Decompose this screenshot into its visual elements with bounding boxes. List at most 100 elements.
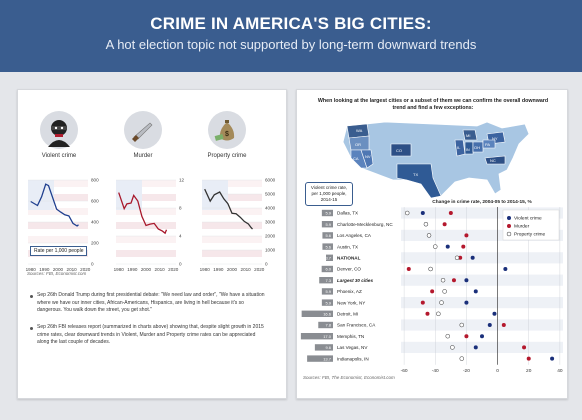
data-point-murder — [451, 278, 456, 283]
bullet-2: Sep 26th FBI releases report (summarized… — [37, 324, 267, 347]
legend-marker — [506, 231, 512, 237]
rate-bar — [326, 254, 333, 261]
knife-icon — [124, 111, 162, 149]
data-point-violent-crime — [473, 345, 478, 350]
state-label-in: IN — [466, 148, 470, 152]
legend-label: Property crime — [514, 232, 546, 238]
data-point-murder — [464, 233, 469, 238]
y-tick-label: 4000 — [265, 206, 276, 211]
x-tick-label: 1980 — [200, 267, 211, 272]
murder-label: Murder — [133, 153, 153, 159]
y-tick-label: 0 — [265, 262, 268, 267]
rate-value: 5.9 — [325, 300, 331, 305]
category-label: Los Angeles, CA — [337, 233, 372, 238]
y-tick-label: 8 — [179, 206, 182, 211]
x-tick-label: 1990 — [39, 267, 50, 272]
legend-marker — [507, 224, 511, 228]
category-label: Detroit, MI — [337, 312, 358, 317]
rate-note: Rate per 1,000 people — [30, 246, 88, 256]
flag-stripe — [28, 180, 88, 187]
state-label-wa: WA — [356, 128, 363, 133]
property-crime-label: Property crime — [207, 153, 247, 159]
rate-value: 17.0 — [323, 334, 332, 339]
data-point-violent-crime — [470, 255, 475, 260]
rate-value: 5.6 — [325, 244, 331, 249]
data-point-violent-crime — [487, 323, 492, 327]
category-label: Indianapolis, IN — [337, 356, 369, 361]
x-tick-label: 0 — [496, 368, 499, 374]
category-label: Las Vegas, NV — [337, 345, 368, 350]
row-band — [401, 274, 563, 286]
rate-value: 7.3 — [325, 278, 331, 283]
series-line — [118, 192, 168, 235]
data-point-property-crime — [445, 333, 450, 339]
right-source: Sources: FBI, The Economist, Economist.c… — [303, 375, 395, 380]
rate-bar — [319, 277, 333, 284]
row-band — [401, 229, 563, 241]
y-tick-label: 600 — [91, 199, 99, 204]
data-point-murder — [526, 356, 531, 361]
category-label: New York, NY — [337, 300, 365, 305]
murder-chart: 0 4 8 12 1980 1990 2000 2010 2020 — [114, 178, 185, 272]
x-tick-label: 2020 — [80, 267, 91, 272]
data-point-murder — [458, 255, 463, 260]
data-point-violent-crime — [550, 356, 555, 361]
rate-value: 3.7 — [325, 256, 331, 261]
category-label: Largest 30 cities — [337, 278, 373, 283]
flag-stripe — [116, 180, 176, 187]
x-tick-label: 2000 — [141, 267, 152, 272]
row-band — [401, 319, 563, 331]
flag-stripe — [202, 208, 262, 215]
flag-stripe — [116, 250, 176, 257]
rate-bar — [321, 265, 333, 273]
x-tick-label: 20 — [526, 368, 532, 374]
y-tick-label: 800 — [91, 178, 99, 183]
bullet-1-text: Donald Trump during first presidential d… — [37, 292, 265, 313]
data-point-violent-crime — [492, 311, 497, 316]
violent-crime-chart: 0 200 400 600 800 1980 1990 2000 2010 2020 — [26, 178, 99, 272]
rate-value: 9.6 — [325, 345, 331, 350]
y-tick-label: 0 — [91, 262, 94, 267]
category-label: NATIONAL — [337, 256, 361, 261]
data-point-violent-crime — [445, 244, 450, 249]
state-label-mi: MI — [466, 133, 470, 138]
rate-bar — [321, 288, 333, 295]
data-point-murder — [464, 334, 469, 339]
flag-stripe — [202, 250, 262, 257]
category-label: Phoenix, AZ — [337, 289, 362, 294]
bullet-marker — [30, 295, 33, 298]
flag-stripe — [28, 208, 88, 215]
x-tick-label: -20 — [463, 368, 470, 374]
x-tick-label: -40 — [432, 368, 439, 374]
bullet-2-date: Sep 26th — [37, 324, 58, 330]
x-tick-label: 2020 — [254, 267, 265, 272]
data-point-property-crime — [428, 266, 433, 272]
right-panel: When looking at the largest cities or a … — [296, 89, 568, 399]
data-point-murder — [430, 289, 435, 294]
data-point-property-crime — [450, 345, 455, 350]
us-map — [342, 121, 530, 199]
money-bag-icon: $ — [208, 111, 246, 149]
data-point-murder — [420, 300, 425, 305]
x-tick-label: 1990 — [127, 267, 138, 272]
state-label-nc: NC — [490, 158, 496, 163]
x-tick-label: 1980 — [26, 267, 37, 272]
row-band — [401, 252, 563, 264]
y-tick-label: 1000 — [265, 248, 276, 253]
x-tick-label: 2010 — [67, 267, 78, 272]
violent-crime-label: Violent crime — [41, 153, 77, 159]
data-point-property-crime — [404, 210, 410, 216]
data-point-property-crime — [433, 244, 438, 249]
page-title: CRIME IN AMERICA'S BIG CITIES: — [150, 14, 432, 33]
state-label-tx: TX — [413, 172, 418, 177]
rate-bar — [321, 209, 333, 217]
flag-canton — [116, 180, 142, 210]
change-in-crime-chart: Change in crime rate, 2004-05 to 2014-15… — [300, 199, 563, 374]
flag-stripe — [28, 236, 88, 243]
category-label: Charlotte-Mecklenburg, NC — [337, 222, 393, 227]
y-tick-label: 4 — [179, 234, 182, 239]
state-label-oh: OH — [474, 145, 480, 150]
category-label: Denver, CO — [337, 267, 361, 272]
state-label-pa: PA — [485, 142, 490, 147]
